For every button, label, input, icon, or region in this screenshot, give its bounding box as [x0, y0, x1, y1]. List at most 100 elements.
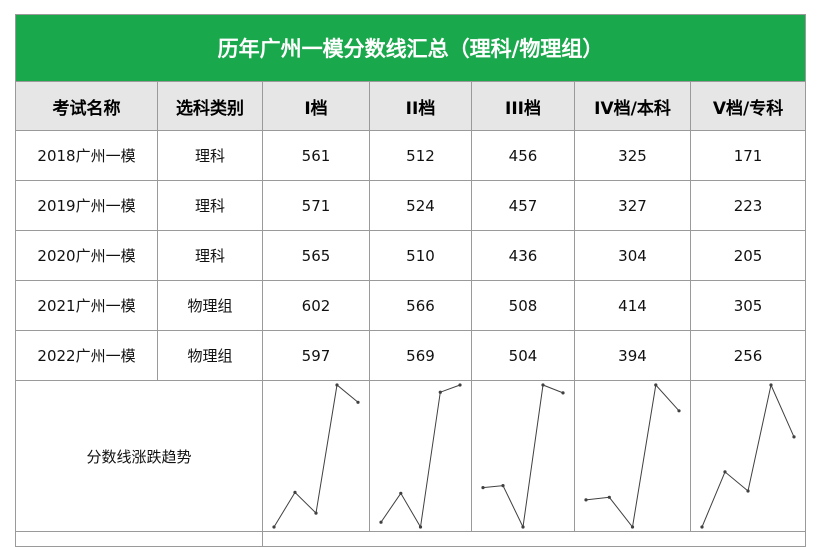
header-exam-name[interactable]: 考试名称	[15, 81, 158, 131]
sparkline-line	[701, 383, 795, 528]
tier-3-cell[interactable]: 504	[471, 330, 575, 381]
tier-1-cell[interactable]: 571	[262, 180, 370, 231]
tier-2-cell[interactable]: 569	[369, 330, 472, 381]
empty-cell[interactable]	[690, 531, 807, 547]
sparkline-point	[746, 489, 750, 493]
sparkline-point	[356, 400, 360, 404]
sparkline-point	[792, 435, 796, 439]
table-row: 2018广州一模 理科 561 512 456 325 171	[15, 130, 807, 181]
subject-cell[interactable]: 理科	[157, 180, 263, 231]
table-row: 2021广州一模 物理组 602 566 508 414 305	[15, 280, 807, 331]
sparkline-point	[335, 383, 339, 387]
sparkline-point	[607, 495, 611, 499]
sparkline-point	[654, 383, 658, 387]
tier-4-cell[interactable]: 414	[574, 280, 691, 331]
empty-row	[15, 531, 807, 547]
sparkline-point	[438, 390, 442, 394]
sparkline-cell-tier-4[interactable]	[574, 380, 691, 532]
sparkline-point	[399, 491, 403, 495]
sparkline-cell-tier-1[interactable]	[262, 380, 370, 532]
sparkline-point	[561, 391, 565, 395]
tier-5-cell[interactable]: 223	[689, 180, 807, 231]
sparkline-tier-2	[379, 383, 462, 529]
sparkline-cell-tier-2[interactable]	[369, 380, 472, 532]
table-row: 2022广州一模 物理组 597 569 504 394 256	[15, 330, 807, 381]
tier-3-cell[interactable]: 456	[471, 130, 575, 181]
sparkline-cell-tier-5[interactable]	[689, 380, 807, 532]
sparkline-point	[481, 486, 485, 490]
table-title[interactable]: 历年广州一模分数线汇总（理科/物理组）	[14, 14, 807, 82]
tier-1-cell[interactable]: 565	[262, 230, 370, 281]
title-row: 历年广州一模分数线汇总（理科/物理组）	[14, 14, 807, 82]
sparkline-point	[458, 383, 462, 387]
sparkline-point	[677, 409, 681, 413]
exam-name-cell[interactable]: 2022广州一模	[15, 330, 158, 381]
tier-5-cell[interactable]: 256	[689, 330, 807, 381]
tier-4-cell[interactable]: 327	[574, 180, 691, 231]
tier-5-cell[interactable]: 171	[689, 130, 807, 181]
header-tier-4-undergrad[interactable]: IV档/本科	[574, 81, 691, 131]
sparkline-tier-3	[481, 383, 565, 529]
exam-name-cell[interactable]: 2020广州一模	[15, 230, 158, 281]
sparkline-point	[700, 525, 704, 529]
tier-3-cell[interactable]: 436	[471, 230, 575, 281]
tier-3-cell[interactable]: 457	[471, 180, 575, 231]
header-tier-5-junior-college[interactable]: V档/专科	[689, 81, 807, 131]
subject-cell[interactable]: 理科	[157, 230, 263, 281]
subject-cell[interactable]: 物理组	[157, 280, 263, 331]
empty-cell[interactable]	[15, 531, 263, 547]
tier-2-cell[interactable]: 566	[369, 280, 472, 331]
sparkline-point	[314, 511, 318, 515]
exam-name-cell[interactable]: 2018广州一模	[15, 130, 158, 181]
tier-5-cell[interactable]: 305	[689, 280, 807, 331]
header-subject-category[interactable]: 选科类别	[157, 81, 263, 131]
sparkline-point	[723, 470, 727, 474]
sparkline-point	[501, 484, 505, 488]
header-row: 考试名称 选科类别 I档 II档 III档 IV档/本科 V档/专科	[15, 81, 807, 131]
tier-4-cell[interactable]: 304	[574, 230, 691, 281]
sparkline-point	[769, 383, 773, 387]
sparkline-tier-4	[584, 383, 681, 529]
tier-1-cell[interactable]: 561	[262, 130, 370, 181]
sparkline-point	[418, 525, 423, 529]
empty-cell[interactable]	[574, 531, 691, 547]
tier-3-cell[interactable]: 508	[471, 280, 575, 331]
subject-cell[interactable]: 物理组	[157, 330, 263, 381]
sparkline-point	[541, 383, 545, 387]
tier-2-cell[interactable]: 512	[369, 130, 472, 181]
sparkline-tier-5	[700, 383, 796, 529]
sparkline-line	[380, 384, 461, 529]
header-tier-1[interactable]: I档	[262, 81, 370, 131]
sparkline-line	[482, 384, 564, 529]
sparkline-point	[379, 520, 383, 524]
sparkline-point	[521, 525, 525, 529]
header-tier-2[interactable]: II档	[369, 81, 472, 131]
tier-2-cell[interactable]: 510	[369, 230, 472, 281]
tier-4-cell[interactable]: 394	[574, 330, 691, 381]
empty-cell[interactable]	[369, 531, 472, 547]
empty-cell[interactable]	[262, 531, 370, 547]
empty-cell[interactable]	[471, 531, 575, 547]
sparkline-line	[273, 384, 359, 528]
tier-1-cell[interactable]: 602	[262, 280, 370, 331]
table-row: 2019广州一模 理科 571 524 457 327 223	[15, 180, 807, 231]
tier-1-cell[interactable]: 597	[262, 330, 370, 381]
tier-5-cell[interactable]: 205	[689, 230, 807, 281]
sparkline-point	[630, 525, 635, 529]
trend-row: 分数线涨跌趋势	[15, 380, 807, 532]
trend-label[interactable]: 分数线涨跌趋势	[15, 380, 263, 532]
sparkline-point	[293, 490, 297, 494]
score-table: 历年广州一模分数线汇总（理科/物理组） 考试名称 选科类别 I档 II档 III…	[14, 14, 807, 547]
table-row: 2020广州一模 理科 565 510 436 304 205	[15, 230, 807, 281]
exam-name-cell[interactable]: 2021广州一模	[15, 280, 158, 331]
sparkline-point	[584, 498, 588, 502]
subject-cell[interactable]: 理科	[157, 130, 263, 181]
exam-name-cell[interactable]: 2019广州一模	[15, 180, 158, 231]
header-tier-3[interactable]: III档	[471, 81, 575, 131]
sparkline-tier-1	[272, 383, 360, 529]
sparkline-line	[585, 383, 680, 529]
sparkline-cell-tier-3[interactable]	[471, 380, 575, 532]
tier-4-cell[interactable]: 325	[574, 130, 691, 181]
tier-2-cell[interactable]: 524	[369, 180, 472, 231]
sparkline-point	[272, 525, 276, 529]
